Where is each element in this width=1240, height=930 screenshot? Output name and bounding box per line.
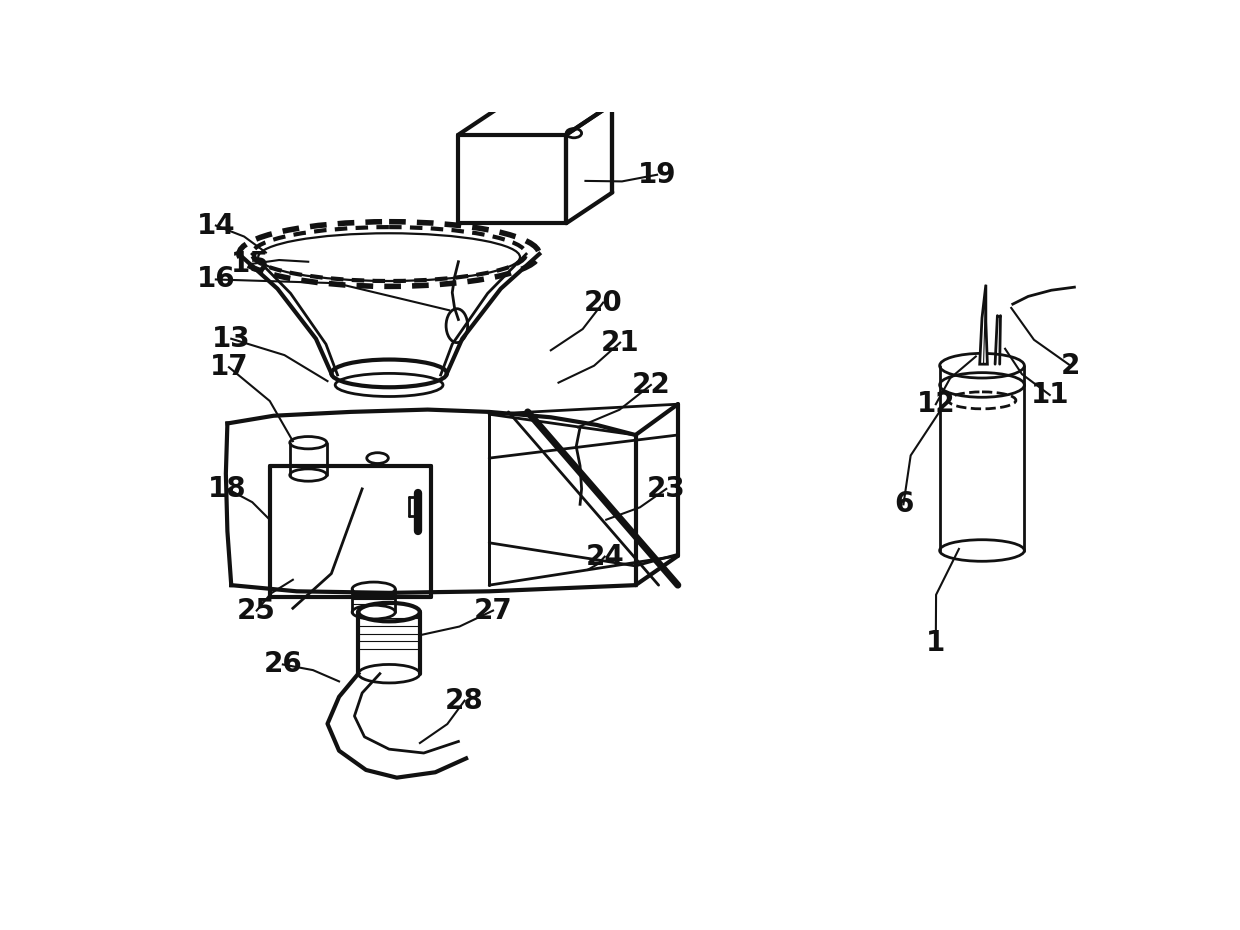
Text: 17: 17 [210,353,248,381]
Text: 12: 12 [916,391,955,418]
Text: 6: 6 [894,490,913,518]
Text: 18: 18 [208,475,247,503]
Text: 22: 22 [631,371,671,399]
Text: 23: 23 [647,475,686,503]
Text: 28: 28 [445,686,484,714]
Text: 14: 14 [196,211,236,240]
Text: 20: 20 [584,288,622,316]
Text: 13: 13 [212,325,250,352]
Text: 25: 25 [237,596,277,625]
Text: 15: 15 [231,250,270,278]
Text: 21: 21 [601,328,640,356]
Text: 2: 2 [1061,352,1080,379]
Text: 24: 24 [585,543,624,571]
Text: 1: 1 [926,629,945,657]
Text: 19: 19 [637,161,676,189]
Text: 27: 27 [474,596,512,625]
Text: 26: 26 [263,650,303,679]
Text: 16: 16 [196,265,236,294]
Text: 11: 11 [1030,381,1069,409]
Polygon shape [980,285,987,365]
